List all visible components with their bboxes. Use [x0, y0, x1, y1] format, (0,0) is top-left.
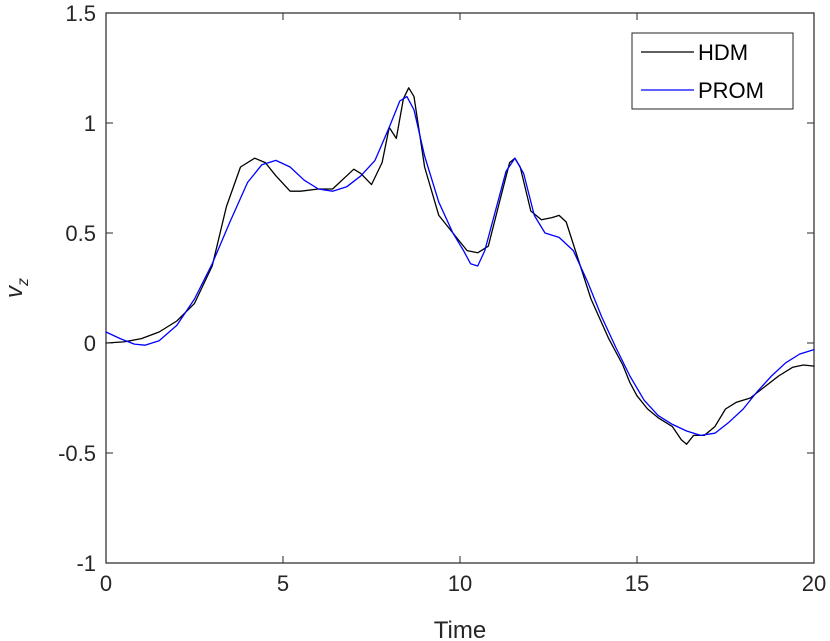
y-tick-label: 1 — [84, 111, 96, 136]
series-line-prom — [105, 95, 815, 437]
legend-label-hdm: HDM — [698, 40, 748, 65]
y-tick-label: 0 — [84, 331, 96, 356]
legend: HDM PROM — [631, 32, 794, 110]
y-tick-label: -1 — [76, 551, 96, 576]
legend-label-prom: PROM — [698, 78, 764, 103]
y-tick-label: 0.5 — [65, 221, 96, 246]
x-tick-label: 15 — [625, 571, 649, 596]
x-axis: 0 5 10 15 20 — [100, 13, 826, 596]
legend-box — [631, 32, 794, 110]
x-tick-label: 0 — [100, 571, 112, 596]
y-axis: -1 -0.5 0 0.5 1 1.5 — [58, 1, 814, 576]
x-axis-label: Time — [434, 617, 486, 641]
y-axis-label-main: v — [1, 284, 28, 298]
x-tick-label: 5 — [277, 571, 289, 596]
y-axis-label-subscript: z — [15, 278, 32, 287]
y-tick-label: 1.5 — [65, 1, 96, 26]
x-tick-label: 10 — [448, 571, 472, 596]
y-axis-label: vz — [1, 278, 32, 298]
series-layer — [105, 87, 815, 445]
series-line-hdm — [105, 87, 815, 445]
y-tick-label: -0.5 — [58, 441, 96, 466]
x-tick-label: 20 — [802, 571, 826, 596]
